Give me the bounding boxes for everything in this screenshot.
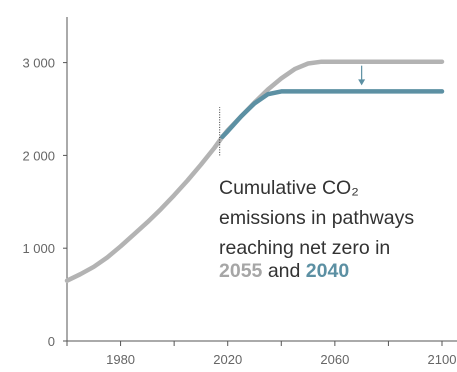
series-layer bbox=[64, 59, 445, 283]
y-axis-ticks: 0 1 000 2 000 3 000 bbox=[22, 56, 67, 349]
annotation-line-3: reaching net zero in bbox=[219, 237, 390, 259]
x-tick-label: 1980 bbox=[106, 352, 135, 367]
y-tick-label: 2 000 bbox=[22, 148, 55, 163]
y-tick-label: 1 000 bbox=[22, 241, 55, 256]
reduction-arrow-head bbox=[358, 79, 366, 86]
series-line-2040 bbox=[220, 89, 445, 140]
annotations-layer bbox=[219, 65, 366, 156]
annotation-year-2055: 2055 bbox=[219, 260, 263, 282]
x-tick-label: 2060 bbox=[320, 352, 349, 367]
annotation-line-1: Cumulative CO₂ bbox=[219, 177, 359, 199]
annotation-line-4: 2055 and 2040 bbox=[219, 260, 349, 282]
annotation-year-2040: 2040 bbox=[306, 260, 350, 282]
x-tick-label: 2100 bbox=[428, 352, 457, 367]
y-tick-label: 0 bbox=[48, 334, 55, 349]
annotation-connector: and bbox=[268, 260, 301, 282]
x-axis-ticks: 1980 2020 2060 2100 bbox=[66, 341, 457, 367]
x-tick-label: 2020 bbox=[213, 352, 242, 367]
y-tick-label: 3 000 bbox=[22, 56, 55, 71]
annotation-line-2: emissions in pathways bbox=[219, 207, 414, 229]
